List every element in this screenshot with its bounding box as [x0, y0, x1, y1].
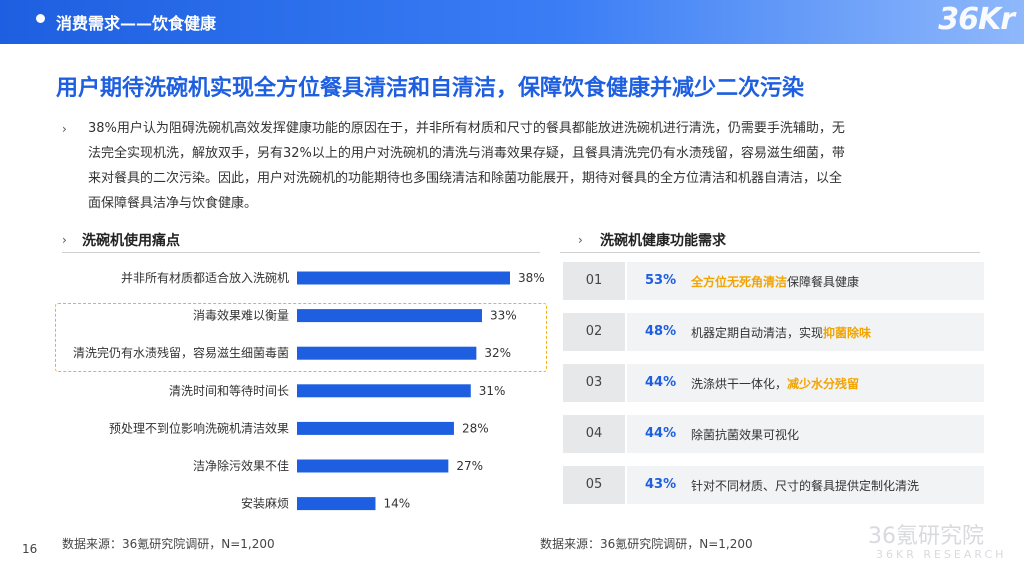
- paragraph-line: 来对餐具的二次污染。因此，用户对洗碗机的功能期待也多围绕清洁和除菌功能展开，期待…: [88, 171, 843, 186]
- paragraph-line: 38%用户认为阻碍洗碗机高效发挥健康功能的原因在于，并非所有材质和尺寸的餐具都能…: [88, 121, 845, 136]
- watermark: 36氪研究院: [868, 524, 984, 549]
- bar: [297, 497, 376, 511]
- value-label: 31%: [479, 384, 506, 398]
- category-label: 预处理不到位影响洗碗机清洁效果: [109, 420, 289, 435]
- need-text-part: 机器定期自动清洁，实现: [691, 326, 824, 340]
- highlight-box: [55, 303, 547, 372]
- left-panel-divider: [62, 252, 540, 253]
- value-label: 27%: [456, 459, 483, 473]
- need-text: 除菌抗菌效果可视化: [691, 426, 799, 443]
- right-data-source: 数据来源：36氪研究院调研，N=1,200: [540, 537, 753, 551]
- paragraph-line: 法完全实现机洗，解放双手，另有32%以上的用户对洗碗机的清洗与消毒效果存疑，且餐…: [88, 146, 845, 161]
- need-row: 02 48% 机器定期自动清洁，实现抑菌除味: [563, 313, 984, 351]
- paragraph-line: 面保障餐具洁净与饮食健康。: [88, 196, 258, 211]
- right-panel-title: 洗碗机健康功能需求: [600, 233, 726, 249]
- bar: [297, 384, 471, 398]
- left-panel-title: 洗碗机使用痛点: [82, 233, 180, 249]
- summary-paragraph: 38%用户认为阻碍洗碗机高效发挥健康功能的原因在于，并非所有材质和尺寸的餐具都能…: [88, 116, 968, 216]
- watermark-sub: 36KR RESEARCH: [876, 548, 1007, 561]
- brand-logo: 36Kr: [938, 2, 1015, 37]
- need-row: 04 44% 除菌抗菌效果可视化: [563, 415, 984, 453]
- value-label: 38%: [518, 271, 545, 285]
- right-panel-divider: [560, 252, 980, 253]
- bar: [297, 271, 510, 285]
- page-number: 16: [22, 542, 38, 556]
- need-number: 03: [563, 364, 627, 402]
- category-label: 清洗时间和等待时间长: [169, 384, 289, 398]
- need-text-part: 保障餐具健康: [787, 275, 860, 289]
- value-label: 28%: [462, 421, 489, 435]
- need-number: 02: [563, 313, 627, 351]
- need-text-part: 针对不同材质、尺寸的餐具提供定制化清洗: [691, 479, 920, 493]
- category-label: 安装麻烦: [241, 496, 289, 511]
- category-label: 并非所有材质都适合放入洗碗机: [121, 270, 289, 285]
- need-percent: 44%: [645, 375, 677, 390]
- need-text: 针对不同材质、尺寸的餐具提供定制化清洗: [691, 477, 919, 494]
- need-text: 洗涤烘干一体化，减少水分残留: [691, 375, 859, 392]
- need-text-part: 除菌抗菌效果可视化: [691, 428, 800, 442]
- need-number: 01: [563, 262, 627, 300]
- need-text: 全方位无死角清洁保障餐具健康: [691, 273, 859, 290]
- need-percent: 44%: [645, 426, 677, 441]
- chevron-right-icon: ›: [62, 122, 67, 136]
- need-text-part: 洗涤烘干一体化，: [691, 377, 788, 391]
- need-number: 05: [563, 466, 627, 504]
- page-headline: 用户期待洗碗机实现全方位餐具清洁和自清洁，保障饮食健康并减少二次污染: [56, 76, 805, 101]
- chevron-right-icon: ›: [578, 233, 583, 247]
- bar: [297, 421, 454, 435]
- bar: [297, 459, 449, 473]
- chevron-right-icon: ›: [62, 233, 67, 247]
- need-highlight: 全方位无死角清洁: [691, 275, 788, 289]
- section-title: 消费需求——饮食健康: [56, 14, 217, 33]
- need-percent: 48%: [645, 324, 677, 339]
- need-percent: 43%: [645, 477, 677, 492]
- category-label: 洁净除污效果不佳: [193, 458, 289, 473]
- need-highlight: 减少水分残留: [787, 377, 860, 391]
- need-number: 04: [563, 415, 627, 453]
- need-highlight: 抑菌除味: [823, 326, 872, 340]
- top-banner: 消费需求——饮食健康 36Kr: [0, 0, 1024, 44]
- bullet-dot-icon: [36, 14, 45, 23]
- value-label: 14%: [383, 497, 410, 511]
- need-row: 03 44% 洗涤烘干一体化，减少水分残留: [563, 364, 984, 402]
- need-row: 05 43% 针对不同材质、尺寸的餐具提供定制化清洗: [563, 466, 984, 504]
- need-text: 机器定期自动清洁，实现抑菌除味: [691, 324, 871, 341]
- need-percent: 53%: [645, 273, 677, 288]
- left-data-source: 数据来源：36氪研究院调研，N=1,200: [62, 537, 275, 551]
- need-row: 01 53% 全方位无死角清洁保障餐具健康: [563, 262, 984, 300]
